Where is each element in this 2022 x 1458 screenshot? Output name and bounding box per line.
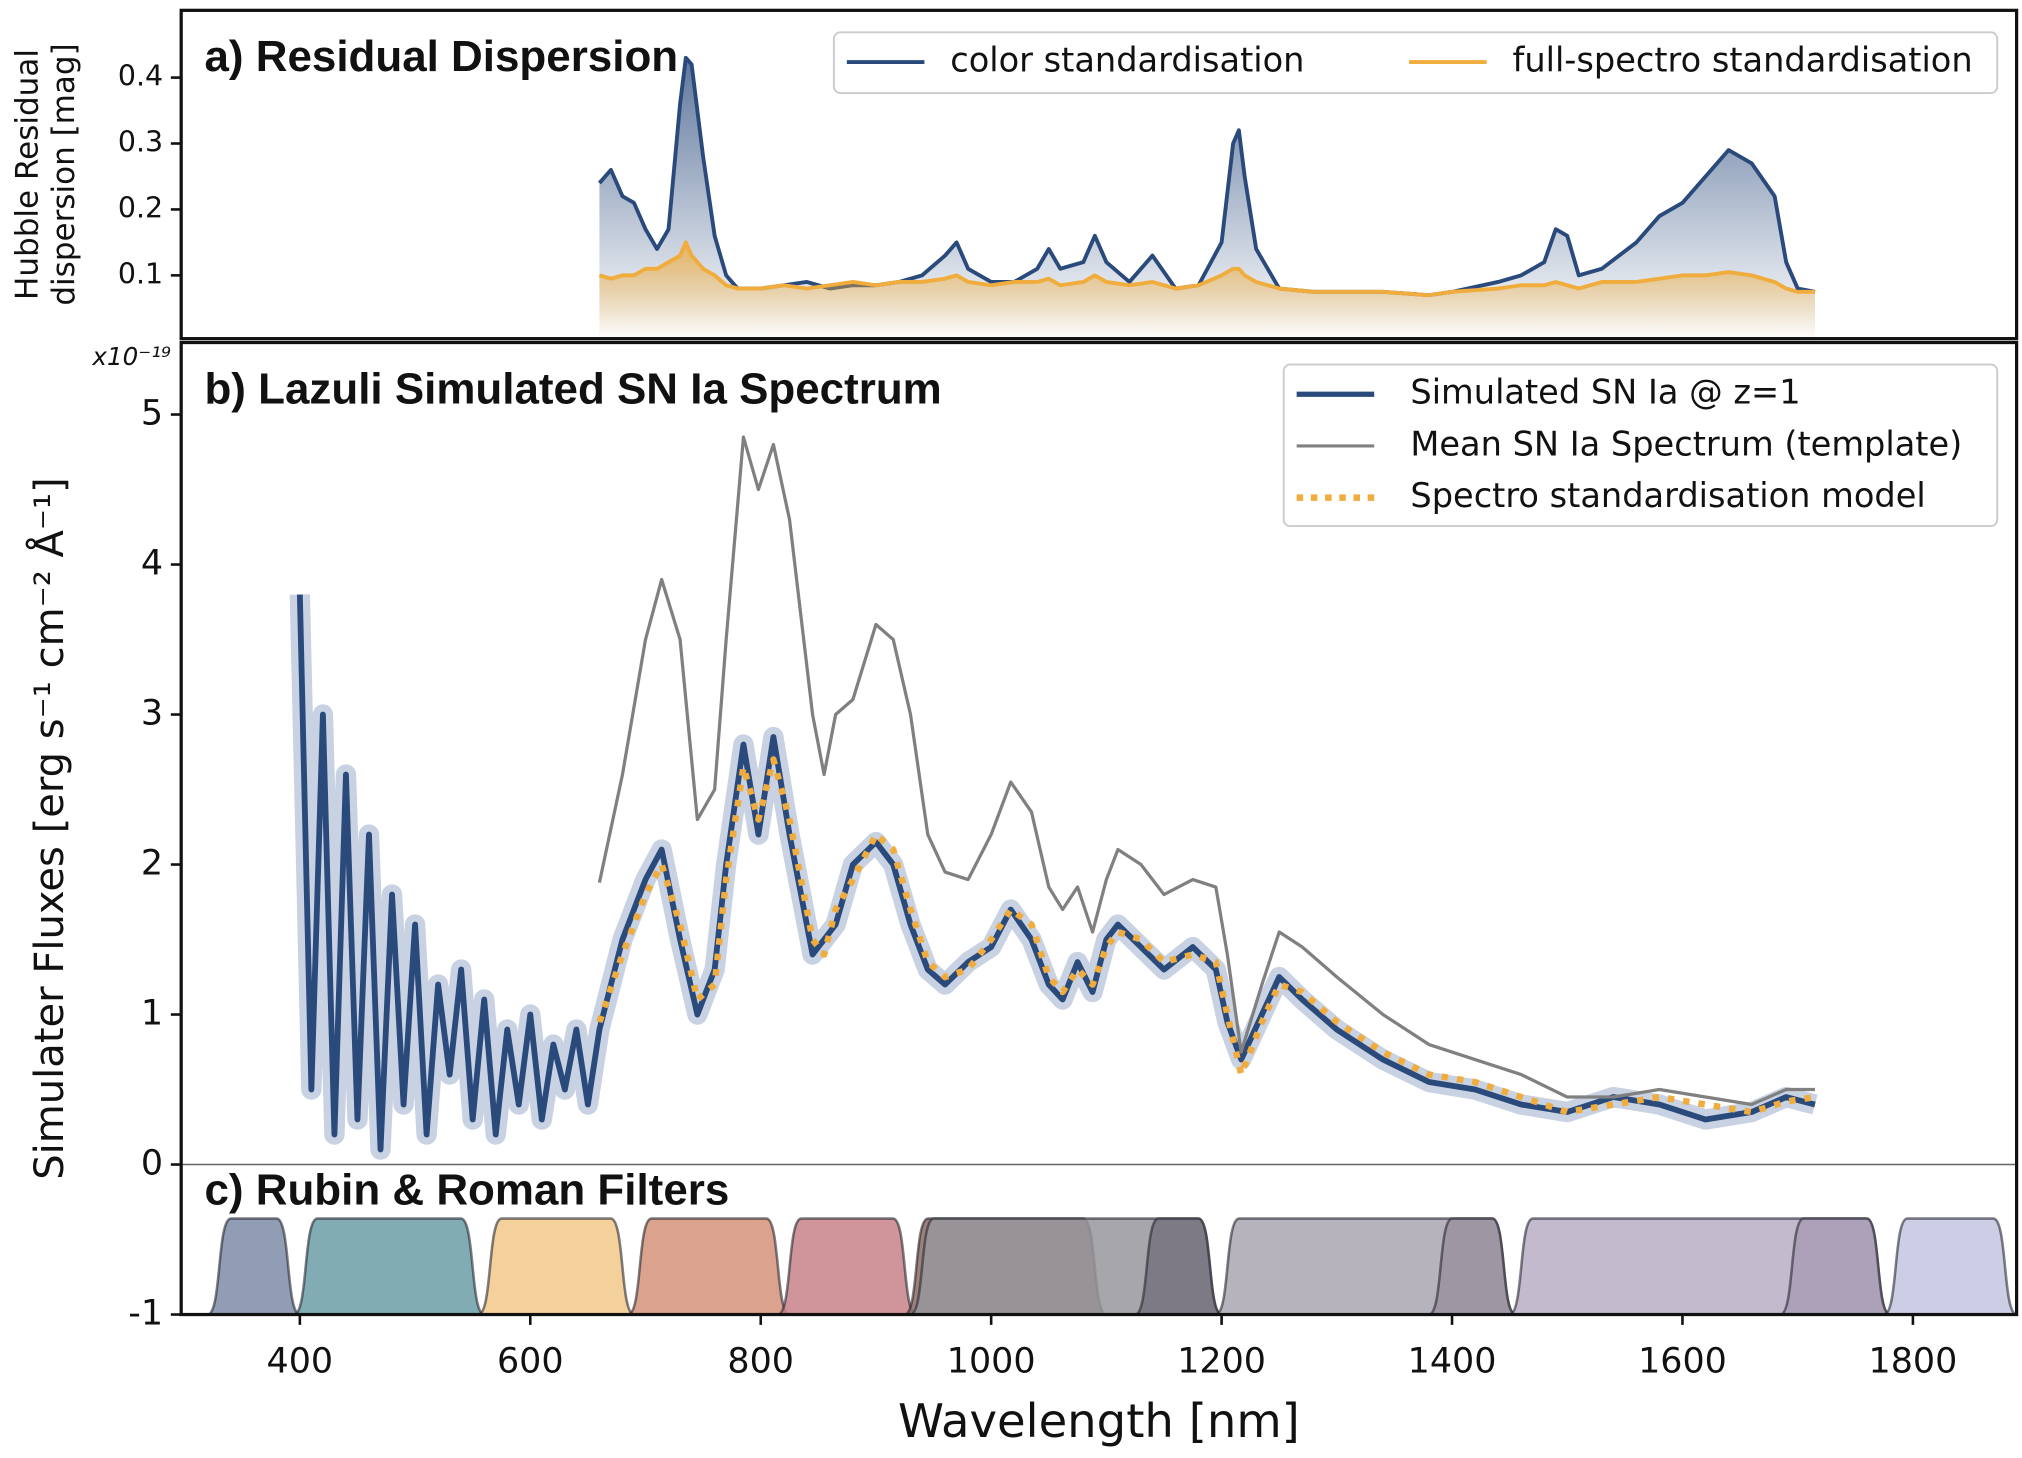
y-tick-label: 0: [141, 1144, 163, 1184]
legend-label: Spectro standardisation model: [1410, 476, 1925, 515]
series-line: [597, 435, 1815, 1107]
x-tick-label: 1600: [1638, 1341, 1727, 1381]
y-axis-label: Hubble Residual: [10, 49, 46, 300]
filter-band: [1134, 1217, 1223, 1315]
x-tick-label: 600: [497, 1341, 564, 1381]
legend-label: Simulated SN Ia @ z=1: [1410, 373, 1800, 412]
y-tick-label: 3: [141, 694, 163, 734]
plot-area: [597, 55, 1816, 339]
y-tick-label: 1: [141, 994, 163, 1034]
filter-band: [1883, 1217, 2017, 1315]
offset-text: x10⁻¹⁹: [91, 342, 171, 371]
y-tick-label: 5: [141, 394, 163, 434]
panel-annotation: c) Rubin & Roman Filters: [204, 1166, 729, 1215]
uncertainty-band: [289, 594, 1818, 1160]
y-tick-label: 4: [141, 544, 163, 584]
filter-band: [207, 1217, 301, 1315]
legend-label: Mean SN Ia Spectrum (template): [1410, 424, 1962, 463]
series-line: [296, 594, 1816, 1153]
axes-frame: [179, 340, 2019, 1317]
x-tick-label: 1000: [947, 1341, 1036, 1381]
series-line: [598, 240, 1815, 298]
y-tick-label: 0.3: [118, 126, 163, 159]
panel-title: b) Lazuli Simulated SN Ia Spectrum: [204, 364, 941, 413]
x-tick-label: 1800: [1869, 1341, 1958, 1381]
y-tick-label: 0.2: [118, 191, 163, 224]
y-tick-label: 0.1: [118, 257, 163, 290]
plot-area: [181, 435, 2017, 1315]
y-tick-label: -1: [128, 1294, 163, 1334]
y-tick-label: 0.4: [118, 60, 163, 93]
filter-band: [293, 1217, 485, 1315]
y-axis-label: Simulater Fluxes [erg s⁻¹ cm⁻² Å⁻¹]: [25, 477, 73, 1180]
panel-title: a) Residual Dispersion: [204, 32, 678, 81]
y-axis-label: dispersion [mag]: [46, 43, 82, 305]
legend-box: [1282, 363, 1999, 528]
y-tick-label: 2: [141, 844, 163, 884]
area: [599, 242, 1815, 339]
x-tick-label: 1200: [1177, 1341, 1266, 1381]
series-line: [597, 55, 1816, 298]
x-tick-label: 1400: [1408, 1341, 1497, 1381]
filter-band: [627, 1217, 791, 1315]
x-tick-label: 800: [727, 1341, 794, 1381]
filter-band: [477, 1217, 635, 1315]
filter-band: [1428, 1217, 1517, 1315]
series-line: [596, 756, 1816, 1116]
axes-frame: [179, 8, 2019, 341]
legend-label: color standardisation: [950, 41, 1304, 80]
filter-band: [1779, 1217, 1891, 1315]
filter-band: [777, 1217, 917, 1315]
x-tick-label: 400: [267, 1341, 334, 1381]
x-axis-label: Wavelength [nm]: [898, 1394, 1300, 1448]
legend-label: full-spectro standardisation: [1513, 41, 1973, 80]
